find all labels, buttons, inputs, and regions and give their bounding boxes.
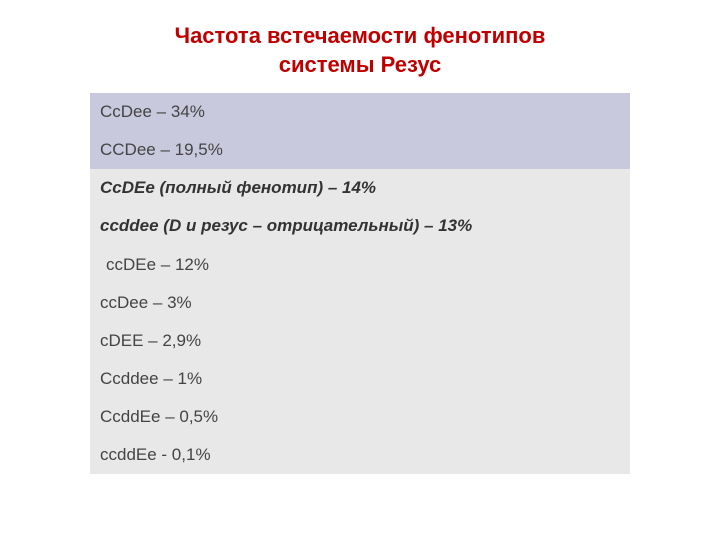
table-row: CcddEe – 0,5% [90,398,630,436]
table-row: ccDee – 3% [90,284,630,322]
page-title: Частота встечаемости фенотипов системы Р… [0,0,720,93]
table-row: CcDEe (полный фенотип) – 14% [90,169,630,207]
title-line-2: системы Резус [279,52,442,77]
table-row: ccddee (D и резус – отрицательный) – 13% [90,207,630,245]
table-row: cDEE – 2,9% [90,322,630,360]
table-row: Ccddee – 1% [90,360,630,398]
title-line-1: Частота встечаемости фенотипов [175,23,546,48]
table-row: ccddEe - 0,1% [90,436,630,474]
table-row: ccDEe – 12% [90,246,630,284]
table-row: CcDee – 34% [90,93,630,131]
phenotype-table: CcDee – 34% CCDee – 19,5% CcDEe (полный … [90,93,630,474]
table-row: CCDee – 19,5% [90,131,630,169]
